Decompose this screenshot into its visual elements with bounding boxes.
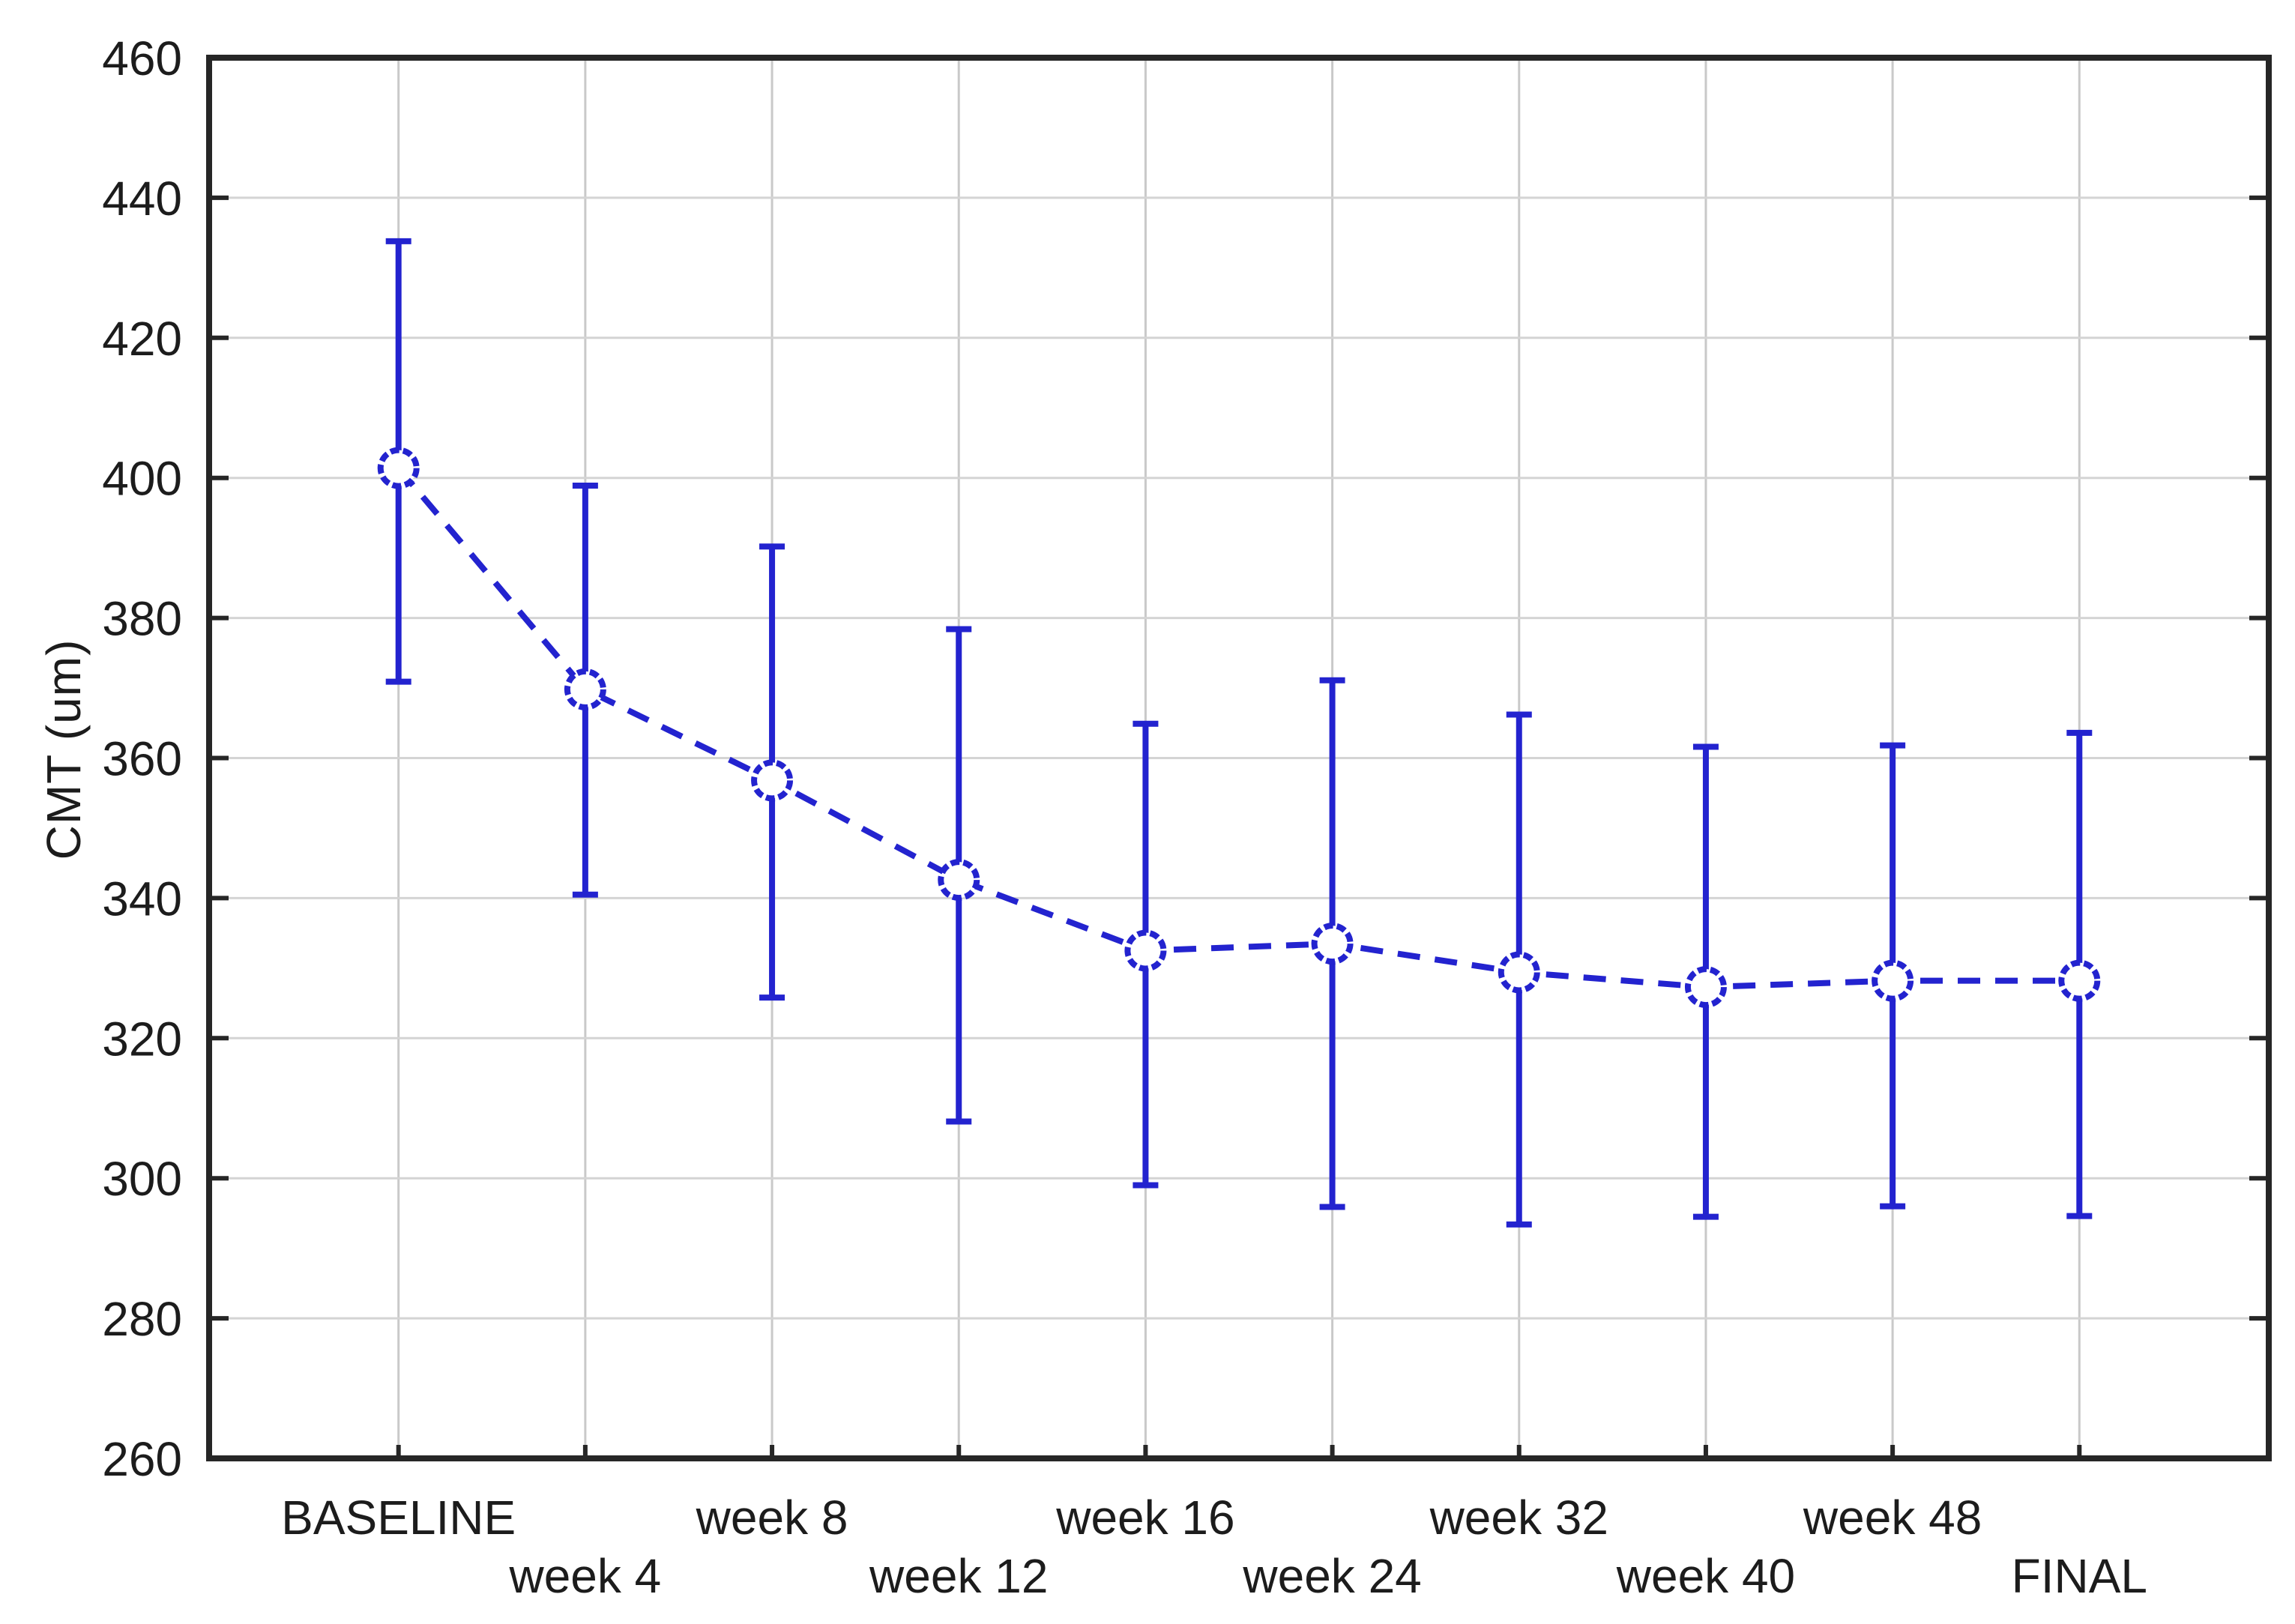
y-tick-label: 260 — [102, 1432, 182, 1486]
series-line — [396, 466, 2080, 991]
x-category-label: week 32 — [1429, 1491, 1608, 1545]
y-tick-label: 440 — [102, 172, 182, 226]
x-category-label: week 16 — [1055, 1491, 1234, 1545]
data-point-marker — [1872, 959, 1914, 1002]
data-point-marker — [938, 859, 980, 902]
x-category-label: week 48 — [1803, 1491, 1982, 1545]
x-category-label: BASELINE — [281, 1491, 516, 1545]
x-category-label: week 4 — [508, 1549, 661, 1603]
y-tick-label: 360 — [102, 732, 182, 786]
data-point-marker — [1684, 966, 1727, 1009]
data-point-marker — [751, 759, 794, 802]
y-tick-label: 400 — [102, 452, 182, 506]
y-tick-label: 280 — [102, 1292, 182, 1346]
y-tick-label: 300 — [102, 1152, 182, 1206]
x-category-label: week 24 — [1242, 1549, 1421, 1603]
data-point-marker — [1124, 929, 1167, 972]
data-point-marker — [2058, 959, 2101, 1002]
y-tick-label: 460 — [102, 31, 182, 85]
data-point-marker — [1498, 951, 1540, 994]
x-category-label: week 8 — [696, 1491, 848, 1545]
y-tick-label: 320 — [102, 1012, 182, 1066]
data-point-marker — [564, 668, 606, 710]
y-tick-label: 420 — [102, 312, 182, 366]
y-axis-title: CMT (um) — [37, 639, 91, 860]
x-category-label: FINAL — [2012, 1549, 2147, 1603]
y-tick-label: 340 — [102, 872, 182, 926]
y-tick-label: 380 — [102, 592, 182, 646]
x-category-label: week 40 — [1616, 1549, 1795, 1603]
data-point-marker — [1311, 923, 1354, 965]
x-category-label: week 12 — [869, 1549, 1048, 1603]
data-point-marker — [377, 447, 420, 489]
